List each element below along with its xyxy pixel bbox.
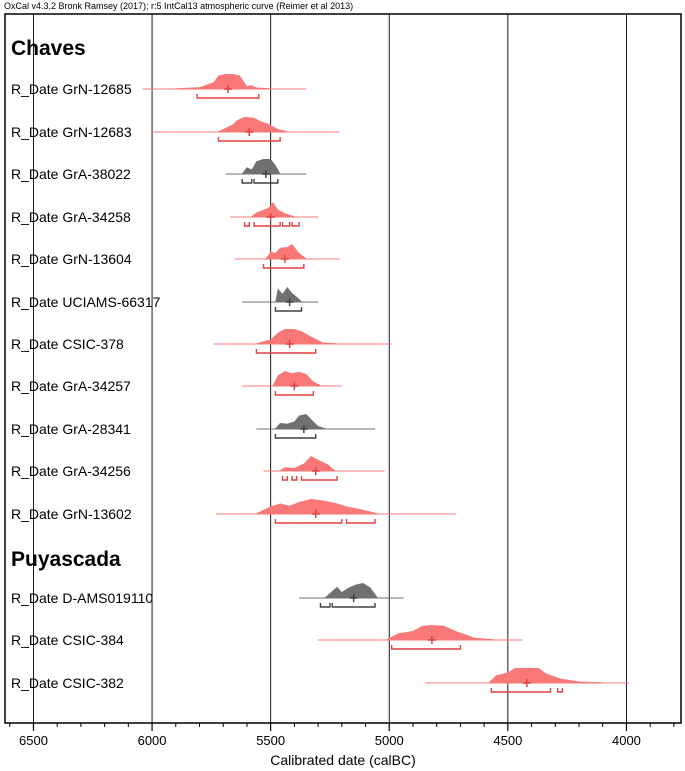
entry-label: R_Date UCIAMS-66317	[11, 294, 161, 310]
entry-label: R_Date GrA-34258	[11, 209, 131, 225]
hpd-range-bracket	[345, 519, 376, 524]
hpd-range-bracket	[291, 476, 298, 481]
hpd-range-bracket	[253, 179, 279, 184]
probability-distribution	[488, 668, 603, 683]
entry-label: R_Date GrA-28341	[11, 421, 131, 437]
probability-distribution	[275, 287, 302, 302]
hpd-range-bracket	[274, 519, 343, 524]
group-title-0: Chaves	[11, 37, 86, 60]
probability-distribution	[280, 456, 335, 471]
data-layer: Chaves R_Date GrN-12685 R_Date GrN-12683 R_…	[11, 37, 629, 693]
probability-distribution	[218, 117, 288, 132]
hpd-range-bracket	[556, 688, 564, 693]
entry-label: R_Date GrN-12683	[11, 124, 132, 140]
hpd-range-bracket	[331, 603, 376, 608]
entry-label: R_Date GrN-12685	[11, 81, 132, 97]
hpd-range-bracket	[196, 94, 260, 99]
x-axis-label: Calibrated date (calBC)	[270, 752, 416, 768]
hpd-range-bracket	[390, 645, 462, 650]
hpd-range-bracket	[255, 349, 317, 354]
probability-distribution	[275, 414, 326, 429]
hpd-range-bracket	[274, 391, 315, 396]
entry-9: R_Date GrA-34256	[11, 456, 385, 481]
probability-distribution	[256, 329, 338, 344]
entry-label: R_Date GrN-13604	[11, 251, 132, 267]
tick-label-5500: 5500	[256, 733, 285, 748]
entry-5: R_Date UCIAMS-66317	[11, 287, 319, 312]
tick-label-4500: 4500	[493, 733, 522, 748]
hpd-range-bracket	[241, 179, 253, 184]
hpd-range-bracket	[274, 434, 317, 439]
hpd-range-bracket	[281, 222, 291, 227]
plot-frame	[4, 13, 682, 724]
chart-header: OxCal v4.3.2 Bronk Ramsey (2017); r:5 In…	[4, 1, 353, 11]
tick-label-4000: 4000	[612, 733, 641, 748]
entry-label: R_Date GrA-38022	[11, 166, 131, 182]
probability-distribution	[251, 202, 295, 217]
hpd-range-bracket	[274, 307, 303, 312]
hpd-range-bracket	[291, 222, 300, 227]
probability-distribution	[325, 583, 378, 598]
probability-distribution	[256, 499, 378, 514]
hpd-range-bracket	[319, 603, 331, 608]
entry-13: R_Date CSIC-382	[11, 668, 629, 693]
entry-label: R_Date GrN-13602	[11, 506, 132, 522]
entry-10: R_Date GrN-13602	[11, 499, 456, 524]
hpd-range-bracket	[253, 222, 281, 227]
entry-label: R_Date CSIC-382	[11, 675, 124, 691]
tick-label-6500: 6500	[19, 733, 48, 748]
tick-label-6000: 6000	[138, 733, 167, 748]
hpd-range-bracket	[300, 476, 338, 481]
probability-distribution	[242, 159, 281, 174]
entry-11: R_Date D-AMS019110	[11, 583, 404, 608]
entry-8: R_Date GrA-28341	[11, 414, 376, 439]
entry-label: R_Date CSIC-378	[11, 336, 124, 352]
entry-2: R_Date GrA-38022	[11, 159, 307, 184]
x-axis: 6500 6000 5500 5000 4500 4000	[9, 723, 675, 748]
hpd-range-bracket	[262, 264, 305, 269]
probability-distribution	[175, 74, 271, 89]
entry-12: R_Date CSIC-384	[11, 625, 523, 650]
entry-label: R_Date GrA-34256	[11, 463, 131, 479]
probability-distribution	[273, 371, 321, 386]
entry-7: R_Date GrA-34257	[11, 371, 342, 396]
entry-label: R_Date GrA-34257	[11, 378, 131, 394]
entry-6: R_Date CSIC-378	[11, 329, 392, 354]
hpd-range-bracket	[490, 688, 552, 693]
entry-0: R_Date GrN-12685	[11, 74, 307, 99]
tick-label-5000: 5000	[375, 733, 404, 748]
hpd-range-bracket	[217, 137, 281, 142]
grid-layer	[33, 14, 627, 723]
probability-distribution	[265, 244, 307, 259]
entry-4: R_Date GrN-13604	[11, 244, 340, 269]
probability-distribution	[386, 625, 494, 640]
entry-label: R_Date CSIC-384	[11, 632, 124, 648]
hpd-range-bracket	[243, 222, 251, 227]
entry-label: R_Date D-AMS019110	[11, 590, 153, 606]
entry-3: R_Date GrA-34258	[11, 202, 319, 227]
group-title-1: Puyascada	[11, 548, 121, 571]
hpd-range-bracket	[281, 476, 288, 481]
entry-1: R_Date GrN-12683	[11, 117, 340, 142]
